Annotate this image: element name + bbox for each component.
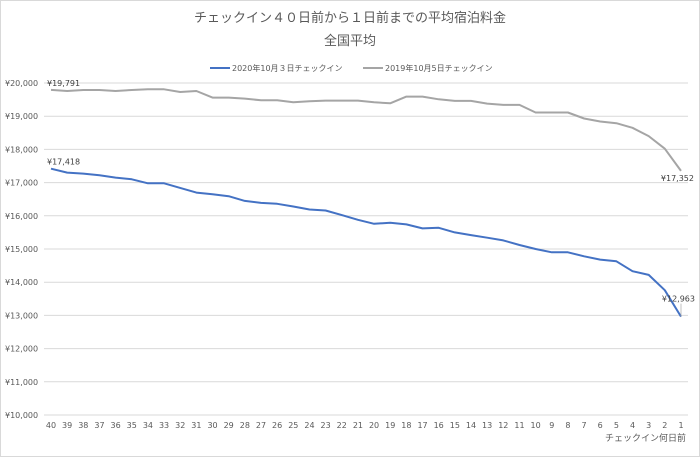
x-tick-label: 4: [630, 421, 635, 430]
x-tick-label: 33: [159, 421, 169, 430]
x-tick-label: 16: [434, 421, 444, 430]
x-tick-label: 37: [94, 421, 104, 430]
x-tick-label: 19: [385, 421, 395, 430]
x-tick-label: 28: [240, 421, 250, 430]
x-tick-label: 5: [614, 421, 619, 430]
x-tick-label: 31: [191, 421, 201, 430]
series-line-1: [50, 88, 682, 172]
y-tick-label: ¥17,000: [5, 179, 38, 188]
x-tick-label: 25: [288, 421, 298, 430]
y-tick-label: ¥12,000: [5, 345, 38, 354]
x-tick-label: 17: [417, 421, 427, 430]
data-label: ¥17,352: [661, 174, 694, 183]
x-tick-label: 36: [111, 421, 121, 430]
x-tick-label: 40: [46, 421, 56, 430]
x-tick-label: 3: [646, 421, 651, 430]
x-tick-label: 14: [466, 421, 476, 430]
y-tick-label: ¥11,000: [5, 378, 38, 387]
x-tick-label: 20: [369, 421, 379, 430]
x-tick-label: 21: [353, 421, 363, 430]
y-tick-label: ¥20,000: [5, 79, 38, 88]
data-label: ¥19,791: [47, 79, 80, 88]
legend: 2020年10月３日チェックイン 2019年10月5日チェックイン: [210, 63, 493, 73]
x-tick-label: 35: [127, 421, 137, 430]
x-tick-label: 22: [337, 421, 347, 430]
y-tick-label: ¥19,000: [5, 112, 38, 121]
x-tick-label: 1: [678, 421, 683, 430]
x-tick-label: 26: [272, 421, 282, 430]
x-tick-label: 23: [321, 421, 331, 430]
x-tick-label: 27: [256, 421, 266, 430]
x-tick-label: 32: [175, 421, 185, 430]
data-label: ¥17,418: [47, 158, 80, 167]
y-tick-label: ¥10,000: [5, 411, 38, 420]
x-tick-label: 18: [401, 421, 411, 430]
x-tick-label: 29: [224, 421, 234, 430]
x-tick-label: 30: [207, 421, 217, 430]
x-tick-label: 9: [549, 421, 554, 430]
legend-label-2020: 2020年10月３日チェックイン: [232, 63, 343, 73]
y-tick-label: ¥18,000: [5, 145, 38, 154]
x-tick-label: 7: [582, 421, 587, 430]
x-tick-label: 13: [482, 421, 492, 430]
chart-subtitle: 全国平均: [324, 33, 376, 49]
x-axis-title: チェックイン何日前: [605, 432, 686, 444]
y-tick-label: ¥15,000: [5, 245, 38, 254]
x-tick-label: 12: [498, 421, 508, 430]
legend-label-2019: 2019年10月5日チェックイン: [385, 63, 493, 73]
x-tick-label: 6: [598, 421, 603, 430]
x-tick-label: 8: [565, 421, 570, 430]
x-tick-label: 11: [514, 421, 524, 430]
chart-title: チェックイン４０日前から１日前までの平均宿泊料金: [194, 10, 506, 26]
series-line-0: [50, 167, 682, 318]
x-tick-label: 2: [662, 421, 667, 430]
x-tick-label: 24: [304, 421, 314, 430]
x-tick-label: 34: [143, 421, 153, 430]
data-label: ¥12,963: [662, 295, 695, 304]
x-tick-label: 15: [450, 421, 460, 430]
y-tick-label: ¥14,000: [5, 278, 38, 287]
x-tick-label: 39: [62, 421, 72, 430]
y-tick-label: ¥13,000: [5, 311, 38, 320]
y-tick-label: ¥16,000: [5, 212, 38, 221]
x-tick-label: 38: [78, 421, 88, 430]
x-tick-label: 10: [531, 421, 541, 430]
